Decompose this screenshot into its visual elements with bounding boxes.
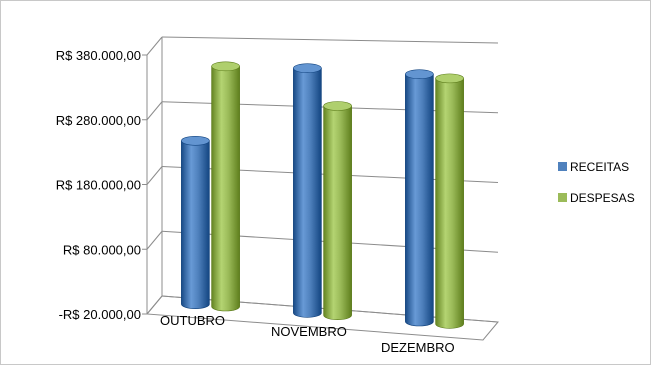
bar-receitas (405, 69, 434, 327)
bar-despesas (323, 101, 352, 320)
y-tick-label: -R$ 20.000,00 (59, 307, 141, 322)
legend-label: DESPESAS (570, 191, 635, 205)
x-tick-label: NOVEMBRO (271, 324, 347, 339)
legend-label: RECEITAS (570, 160, 629, 174)
gridline-side (146, 166, 163, 185)
cylinder-body (435, 78, 464, 329)
x-axis-labels: OUTUBRO NOVEMBRO DEZEMBRO (160, 313, 455, 355)
y-tick-label: R$ 180.000,00 (56, 178, 141, 193)
cylinder-body (323, 105, 352, 320)
legend-swatch (558, 162, 567, 171)
cylinder-top (211, 61, 240, 72)
legend: RECEITAS DESPESAS (558, 160, 635, 205)
gridline-side (146, 36, 163, 56)
cylinder-top (323, 101, 352, 111)
gridline-side (146, 101, 163, 121)
bar-receitas (293, 63, 322, 318)
y-tick-label: R$ 280.000,00 (56, 113, 141, 128)
cylinder-body (293, 67, 322, 318)
y-axis-ticks: -R$ 20.000,00 R$ 80.000,00 R$ 180.000,00 R$… (56, 48, 147, 322)
cylinder-body (181, 140, 210, 309)
x-tick-label: OUTUBRO (160, 313, 225, 328)
bar-despesas (435, 73, 464, 329)
gridline-side (146, 230, 163, 250)
bar-receitas (181, 135, 210, 309)
cylinder-top (181, 135, 210, 146)
legend-swatch (558, 193, 567, 202)
cylinder-body (405, 73, 434, 327)
cylinder-top (435, 73, 464, 84)
bars-layer (181, 61, 464, 329)
cylinder-top (293, 63, 322, 73)
y-tick-label: R$ 380.000,00 (56, 48, 141, 63)
cylinder-top (405, 69, 434, 80)
x-tick-label: DEZEMBRO (381, 340, 455, 355)
gridline-side (146, 295, 163, 315)
gridline (161, 36, 499, 44)
bar-despesas (211, 61, 240, 312)
y-tick-label: R$ 80.000,00 (63, 242, 141, 257)
cylinder-body (211, 66, 240, 312)
